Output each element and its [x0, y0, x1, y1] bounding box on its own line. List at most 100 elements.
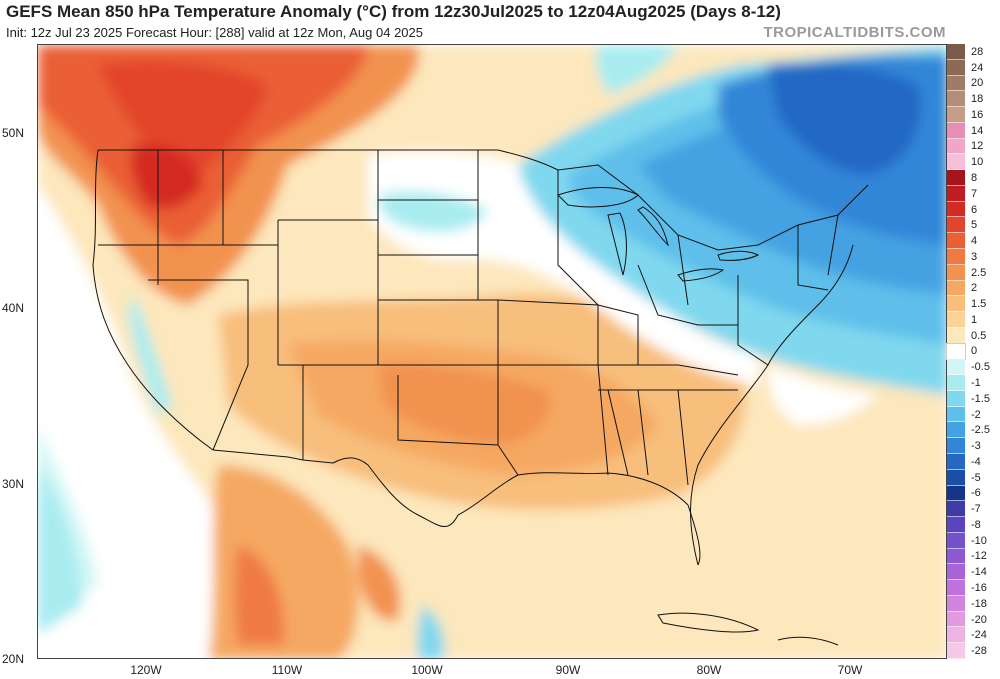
legend-label: 1 [971, 313, 978, 326]
legend-entry: -12 [947, 548, 1000, 565]
legend-label: -8 [971, 518, 981, 531]
legend-swatch [947, 595, 965, 612]
legend-swatch [947, 233, 965, 249]
legend-entry: 10 [947, 154, 1000, 171]
legend-label: 18 [971, 93, 984, 106]
legend-swatch [947, 264, 965, 281]
legend-entry: -5 [947, 469, 1000, 486]
legend-label: 4 [971, 235, 978, 248]
lon-label-90w: 90W [555, 663, 581, 677]
legend-label: 0 [971, 345, 978, 358]
legend-entry: -28 [947, 643, 1000, 659]
legend-swatch [947, 185, 965, 202]
legend-entry: 16 [947, 107, 1000, 123]
legend-entry: -4 [947, 454, 1000, 470]
legend-swatch [947, 327, 965, 344]
legend-label: 6 [971, 203, 978, 216]
legend-swatch [947, 122, 965, 139]
legend-swatch [947, 359, 965, 376]
legend-swatch [947, 580, 965, 596]
legend-label: -1.5 [971, 392, 990, 405]
legend-entry: 4 [947, 233, 1000, 249]
lat-label-20n: 20N [2, 652, 25, 666]
caribbean-islands [657, 612, 839, 646]
legend-swatch [946, 342, 966, 361]
legend-label: 7 [971, 187, 978, 200]
legend-swatch [947, 438, 965, 454]
legend-label: -2 [971, 408, 981, 421]
legend-entry: 24 [947, 59, 1000, 76]
legend-label: -20 [971, 613, 987, 626]
legend-label: 20 [971, 77, 984, 90]
legend-entry: 20 [947, 75, 1000, 92]
legend-label: -4 [971, 455, 981, 468]
lat-label-40n: 40N [2, 301, 25, 315]
legend-swatch [947, 390, 965, 407]
legend-swatch [947, 501, 965, 518]
legend-entry: -20 [947, 611, 1000, 628]
legend-swatch [947, 138, 965, 155]
legend-swatch [947, 312, 965, 328]
legend-label: -24 [971, 629, 987, 642]
legend-swatch [947, 611, 965, 628]
legend-swatch [947, 643, 965, 659]
legend-swatch [947, 107, 965, 123]
legend-entry: 28 [947, 44, 1000, 60]
legend-label: -6 [971, 487, 981, 500]
legend-entry: -6 [947, 485, 1000, 502]
lon-label-70w: 70W [837, 663, 863, 677]
legend-swatch [947, 217, 965, 234]
legend-entry: 8 [947, 170, 1000, 186]
legend-entry: 0.5 [947, 327, 1000, 344]
legend-swatch [947, 201, 965, 218]
legend-swatch [947, 469, 965, 486]
legend-entry: 1.5 [947, 296, 1000, 313]
legend-swatch [947, 280, 965, 297]
legend-entry: 2 [947, 280, 1000, 297]
legend-label: -7 [971, 503, 981, 516]
legend-entry: -18 [947, 595, 1000, 612]
legend-swatch [947, 91, 965, 108]
legend-swatch [947, 485, 965, 502]
legend-label: -0.5 [971, 361, 990, 374]
legend-swatch [947, 170, 965, 186]
legend-entry: -1.5 [947, 390, 1000, 407]
legend-label: -10 [971, 534, 987, 547]
legend-label: -16 [971, 582, 987, 595]
legend-swatch [947, 59, 965, 76]
legend-label: 16 [971, 108, 984, 121]
legend-entry: 0 [946, 342, 1000, 361]
legend-label: -3 [971, 440, 981, 453]
legend-label: -28 [971, 645, 987, 658]
legend-label: 1.5 [971, 298, 987, 311]
legend-label: 8 [971, 172, 978, 185]
legend-label: 12 [971, 140, 984, 153]
legend-entry: -24 [947, 627, 1000, 644]
legend-swatch [947, 422, 965, 439]
legend-swatch [947, 627, 965, 644]
legend-swatch [947, 517, 965, 533]
legend-swatch [947, 406, 965, 423]
lon-label-80w: 80W [696, 663, 722, 677]
legend-swatch [947, 296, 965, 313]
legend-label: -2.5 [971, 424, 990, 437]
lat-label-30n: 30N [2, 477, 25, 491]
boundary-lines [92, 149, 869, 566]
legend-label: 0.5 [971, 329, 987, 342]
legend-entry: 2.5 [947, 264, 1000, 281]
legend-swatch [947, 532, 965, 549]
legend-entry: -8 [947, 517, 1000, 533]
legend-entry: -2 [947, 406, 1000, 423]
lon-label-110w: 110W [271, 663, 303, 677]
legend-entry: 6 [947, 201, 1000, 218]
lon-label-100w: 100W [411, 663, 443, 677]
legend-entry: 7 [947, 185, 1000, 202]
legend-swatch [947, 249, 965, 265]
color-legend: 28 24 20 18 16 14 12 10 8 7 6 5 4 3 2.5 2 1.5 1 0.5 0 -0.5 -1… [946, 44, 1000, 659]
legend-entry: -2.5 [947, 422, 1000, 439]
legend-label: -5 [971, 471, 981, 484]
legend-swatch [947, 154, 965, 171]
legend-label: 24 [971, 61, 984, 74]
legend-label: -12 [971, 550, 987, 563]
legend-entry: 12 [947, 138, 1000, 155]
